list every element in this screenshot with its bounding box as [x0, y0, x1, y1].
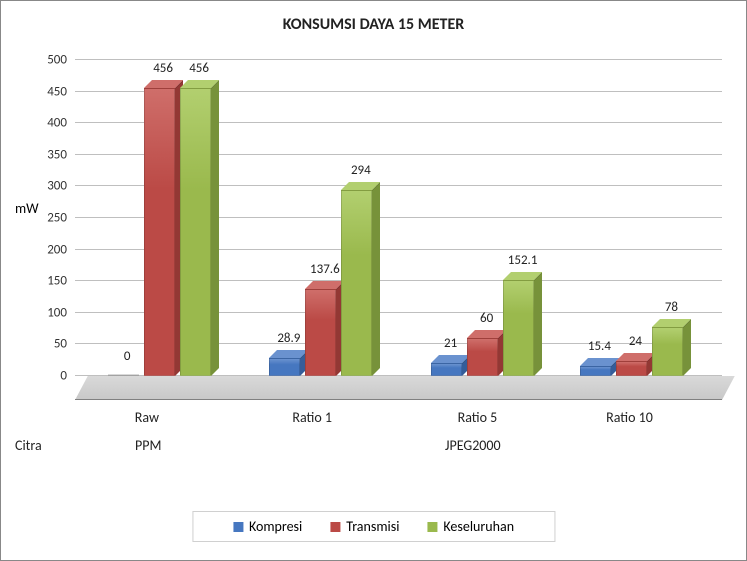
bar-group: 2160152.1 [431, 60, 534, 376]
secondary-axis-row: Citra PPM JPEG2000 [15, 437, 722, 457]
y-tick-label: 250 [35, 211, 67, 226]
legend: Kompresi Transmisi Keseluruhan [192, 511, 555, 542]
secondary-category: PPM [135, 437, 161, 454]
legend-swatch [427, 522, 437, 532]
x-tick-label: Ratio 5 [458, 409, 498, 426]
bar: 456 [180, 88, 211, 376]
bar: 152.1 [503, 280, 534, 376]
bar: 137.6 [305, 289, 336, 376]
bar-groups: 045645628.9137.62942160152.115.42478 [75, 60, 722, 376]
x-tick-label: Ratio 1 [292, 409, 332, 426]
x-axis-line [75, 399, 722, 400]
legend-swatch [233, 522, 243, 532]
y-tick-label: 400 [35, 116, 67, 131]
bar: 456 [144, 88, 175, 376]
legend-label: Keseluruhan [443, 518, 514, 535]
legend-label: Transmisi [346, 518, 399, 535]
plot-area: 050100150200250300350400450500045645628.… [75, 60, 722, 400]
y-tick-label: 100 [35, 305, 67, 320]
x-tick-label: Ratio 10 [606, 409, 653, 426]
bar: 15.4 [580, 366, 611, 376]
bar-group: 0456456 [108, 60, 211, 376]
secondary-category: JPEG2000 [445, 437, 501, 454]
data-label: 0 [124, 349, 131, 364]
y-tick-label: 200 [35, 242, 67, 257]
bar: 78 [652, 327, 683, 376]
x-axis: Raw Ratio 1 Ratio 5 Ratio 10 [61, 409, 722, 429]
plot: 050100150200250300350400450500045645628.… [75, 60, 722, 400]
data-label: 15.4 [588, 339, 611, 354]
legend-label: Kompresi [249, 518, 302, 535]
bar: 60 [467, 338, 498, 376]
y-tick-label: 50 [35, 337, 67, 352]
bar: 21 [431, 363, 462, 376]
data-label: 294 [351, 163, 371, 178]
bar: 294 [341, 190, 372, 376]
y-tick-label: 300 [35, 179, 67, 194]
bar: 28.9 [269, 358, 300, 376]
data-label: 78 [665, 300, 678, 315]
data-label: 60 [480, 311, 493, 326]
legend-item: Transmisi [330, 518, 399, 535]
secondary-axis-label: Citra [15, 437, 42, 454]
data-label: 456 [153, 61, 173, 76]
y-tick-label: 0 [35, 369, 67, 384]
chart-floor [75, 376, 735, 400]
x-tick-label: Raw [135, 409, 159, 426]
data-label: 152.1 [508, 253, 538, 268]
data-label: 24 [629, 334, 642, 349]
legend-item: Kompresi [233, 518, 302, 535]
bar-group: 28.9137.6294 [269, 60, 372, 376]
y-tick-label: 450 [35, 84, 67, 99]
data-label: 456 [189, 61, 209, 76]
y-tick-label: 500 [35, 53, 67, 68]
legend-swatch [330, 522, 340, 532]
data-label: 28.9 [277, 331, 300, 346]
data-label: 137.6 [310, 262, 340, 277]
y-tick-label: 150 [35, 274, 67, 289]
chart-title: KONSUMSI DAYA 15 METER [15, 15, 732, 34]
y-tick-label: 350 [35, 147, 67, 162]
data-label: 21 [444, 336, 457, 351]
y-axis-label: mW [15, 201, 35, 216]
bar-group: 15.4 24 78 [580, 60, 683, 376]
legend-item: Keseluruhan [427, 518, 514, 535]
bar: 0 [108, 375, 139, 376]
bar: 24 [616, 361, 647, 376]
chart-container: KONSUMSI DAYA 15 METER mW 0 50 100 150 200 25… [0, 0, 747, 561]
